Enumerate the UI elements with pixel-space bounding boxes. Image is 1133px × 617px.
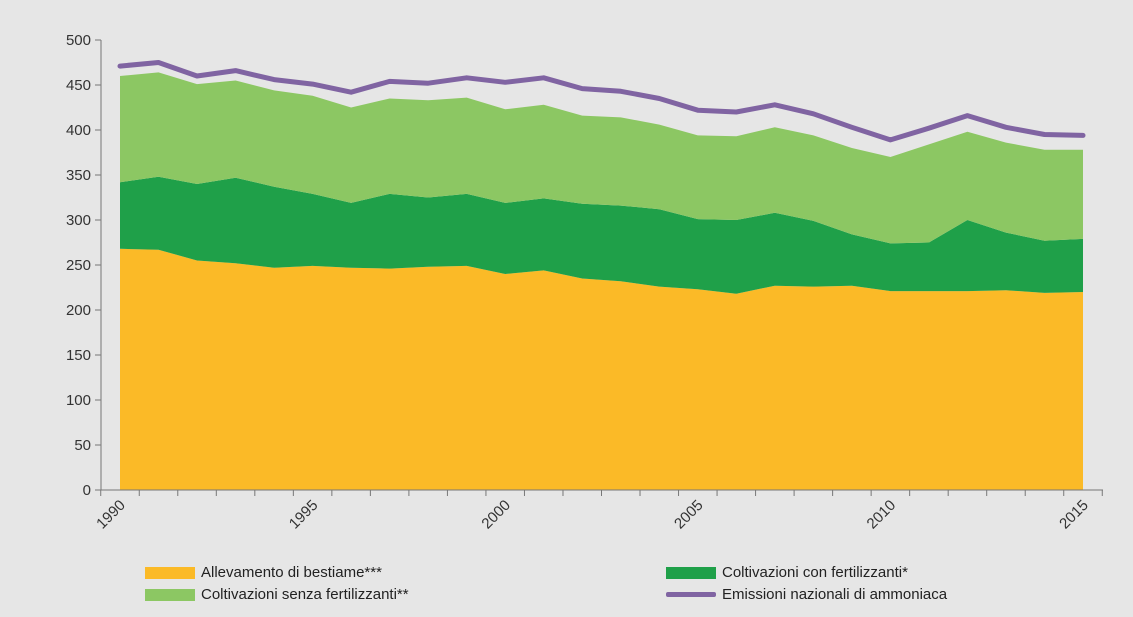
y-tick-label: 50 xyxy=(74,437,91,454)
area-crops-with-fertilizer xyxy=(120,176,1083,294)
legend: Allevamento di bestiame*** Coltivazioni … xyxy=(0,560,1133,617)
legend-label-crops-with-fertilizer: Coltivazioni con fertilizzanti* xyxy=(722,564,908,581)
stacked-areas xyxy=(120,72,1083,490)
y-tick-label: 500 xyxy=(66,32,91,49)
y-tick-label: 100 xyxy=(66,392,91,409)
legend-item-crops-without-fertilizer: Coltivazioni senza fertilizzanti** xyxy=(145,586,409,603)
area-livestock xyxy=(120,248,1083,490)
area-crops-without-fertilizer xyxy=(120,72,1083,244)
legend-swatch-national-emissions xyxy=(666,592,716,597)
y-tick-label: 250 xyxy=(66,257,91,274)
total-emissions-line xyxy=(117,60,1086,143)
x-tick-label: 1990 xyxy=(93,497,129,533)
legend-item-livestock: Allevamento di bestiame*** xyxy=(145,564,382,581)
legend-swatch-crops-with-fertilizer xyxy=(666,566,716,579)
y-tick-label: 450 xyxy=(66,77,91,94)
legend-label-crops-without-fertilizer: Coltivazioni senza fertilizzanti** xyxy=(201,586,409,603)
legend-item-national-emissions: Emissioni nazionali di ammoniaca xyxy=(666,586,947,603)
y-tick-label: 0 xyxy=(83,482,91,499)
x-tick-label: 2015 xyxy=(1056,497,1092,533)
legend-label-national-emissions: Emissioni nazionali di ammoniaca xyxy=(722,586,948,603)
y-tick-label: 400 xyxy=(66,122,91,139)
y-tick-label: 200 xyxy=(66,302,91,319)
y-tick-label: 150 xyxy=(66,347,91,364)
legend-swatch-livestock xyxy=(145,566,195,579)
legend-label-livestock: Allevamento di bestiame*** xyxy=(201,564,382,581)
x-tick-label: 1995 xyxy=(286,497,322,533)
y-tick-label: 350 xyxy=(66,167,91,184)
x-tick-label: 2010 xyxy=(864,497,900,533)
legend-item-crops-with-fertilizer: Coltivazioni con fertilizzanti* xyxy=(666,564,908,581)
y-tick-label: 300 xyxy=(66,212,91,229)
area-chart: 0 50 100 150 200 250 300 350 400 450 500 1990 1995 20… xyxy=(66,32,1103,533)
total-emissions-line-group xyxy=(117,60,1086,143)
legend-swatch-crops-without-fertilizer xyxy=(145,588,195,601)
x-tick-label: 2005 xyxy=(671,497,707,533)
x-tick-label: 2000 xyxy=(478,497,514,533)
